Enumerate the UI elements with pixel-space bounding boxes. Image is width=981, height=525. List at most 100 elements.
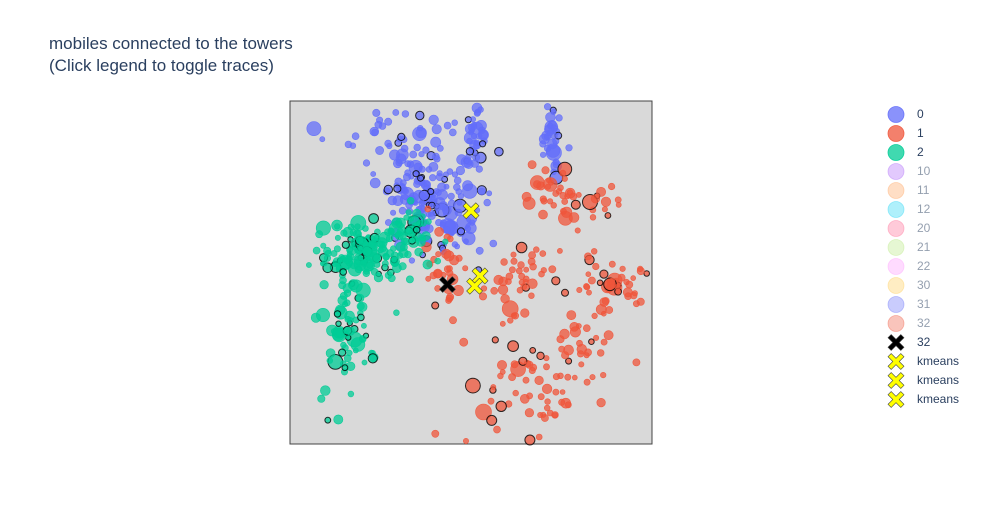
data-point-series-0 <box>430 136 442 148</box>
legend-label: 1 <box>917 126 924 140</box>
legend-item-21[interactable]: 21 <box>880 238 980 257</box>
data-point-series-0 <box>486 190 493 197</box>
data-point-series-1 <box>505 278 512 285</box>
data-point-series-1 <box>425 275 432 282</box>
legend-item-31[interactable]: 31 <box>880 295 980 314</box>
data-point-series-1 <box>462 265 469 272</box>
data-point-series-2 <box>399 232 407 240</box>
legend-label: 21 <box>917 240 931 254</box>
data-point-series-0 <box>384 117 393 126</box>
data-point-series-1 <box>521 191 532 202</box>
data-point-series-1 <box>590 194 601 204</box>
data-point-series-1 <box>596 186 606 197</box>
data-point-series-1 <box>570 199 581 210</box>
legend-label: 10 <box>917 164 931 178</box>
data-point-series-1 <box>599 297 609 307</box>
data-point-series-1 <box>592 262 600 271</box>
data-point-series-1 <box>600 310 607 317</box>
data-point-series-2 <box>324 416 332 424</box>
data-point-series-2 <box>359 335 367 343</box>
data-point-series-2 <box>373 234 381 242</box>
data-point-series-0 <box>466 137 473 145</box>
data-point-series-0 <box>397 132 406 141</box>
data-point-series-0 <box>456 227 466 236</box>
data-point-series-1 <box>515 267 523 275</box>
data-point-series-1 <box>565 357 573 365</box>
data-point-series-1 <box>568 212 580 223</box>
data-point-series-1 <box>510 257 518 265</box>
data-point-series-0 <box>456 154 467 165</box>
legend-item-11[interactable]: 11 <box>880 181 980 200</box>
data-point-series-0 <box>428 114 439 125</box>
legend-item-kmeans[interactable]: kmeans <box>880 371 980 390</box>
legend-item-22[interactable]: 22 <box>880 257 980 276</box>
data-point-series-1 <box>552 190 560 197</box>
data-point-series-0 <box>431 124 442 135</box>
data-point-series-2 <box>381 260 389 267</box>
data-point-series-0 <box>457 193 465 200</box>
legend-item-2[interactable]: 2 <box>880 143 980 162</box>
data-point-series-1 <box>557 372 564 379</box>
data-point-series-1 <box>510 360 519 369</box>
legend-item-10[interactable]: 10 <box>880 162 980 181</box>
data-point-series-1 <box>443 250 455 262</box>
data-point-series-0 <box>489 239 498 248</box>
data-point-series-0 <box>413 180 421 188</box>
legend-label: 20 <box>917 221 931 235</box>
legend-label: kmeans <box>917 354 960 368</box>
data-point-series-2 <box>319 280 329 290</box>
data-point-series-2 <box>402 237 411 246</box>
data-point-series-1 <box>507 317 514 324</box>
legend-item-32[interactable]: 32 <box>880 314 980 333</box>
legend-item-32[interactable]: 32 <box>880 333 980 352</box>
data-point-series-0 <box>374 120 383 129</box>
legend-item-20[interactable]: 20 <box>880 219 980 238</box>
data-point-series-0 <box>439 221 446 228</box>
legend-item-30[interactable]: 30 <box>880 276 980 295</box>
data-point-series-0 <box>371 128 379 137</box>
data-point-series-0 <box>442 205 452 216</box>
data-point-series-1 <box>534 375 544 386</box>
data-point-series-1 <box>462 437 469 444</box>
data-point-series-0 <box>475 165 483 173</box>
data-point-series-0 <box>451 241 459 248</box>
data-point-series-1 <box>459 337 469 347</box>
data-point-series-2 <box>414 247 424 257</box>
data-point-series-1 <box>607 182 616 191</box>
data-point-series-0 <box>435 173 444 182</box>
circle-marker-icon <box>887 106 905 123</box>
data-point-series-0 <box>393 184 402 193</box>
chart-title-line-2: (Click legend to toggle traces) <box>49 56 274 75</box>
data-point-series-1 <box>546 198 554 205</box>
legend-item-1[interactable]: 1 <box>880 124 980 143</box>
data-point-series-2 <box>347 223 355 231</box>
data-point-series-1 <box>434 227 444 237</box>
data-point-series-1 <box>600 196 612 207</box>
data-point-series-0 <box>404 160 412 168</box>
data-point-series-1 <box>583 378 591 386</box>
circle-marker-icon <box>887 144 905 161</box>
legend-item-kmeans[interactable]: kmeans <box>880 390 980 409</box>
data-point-series-1 <box>510 312 518 319</box>
data-point-series-0 <box>552 158 560 166</box>
data-points <box>305 102 651 446</box>
legend-item-0[interactable]: 0 <box>880 105 980 124</box>
data-point-series-2 <box>360 259 367 267</box>
legend-label: 11 <box>917 183 930 197</box>
data-point-series-0 <box>425 166 433 173</box>
data-point-series-1 <box>636 267 645 276</box>
legend-item-12[interactable]: 12 <box>880 200 980 219</box>
data-point-series-0 <box>433 188 440 194</box>
data-point-series-1 <box>510 251 517 258</box>
legend-item-kmeans[interactable]: kmeans <box>880 352 980 371</box>
data-point-series-1 <box>486 414 498 426</box>
data-point-series-2 <box>386 249 395 258</box>
data-point-series-1 <box>529 363 538 372</box>
data-point-series-0 <box>469 219 476 226</box>
data-point-series-2 <box>412 208 422 218</box>
data-point-series-1 <box>569 321 580 332</box>
data-point-series-2 <box>334 234 341 241</box>
data-point-series-1 <box>536 351 545 360</box>
data-point-series-0 <box>456 199 463 206</box>
